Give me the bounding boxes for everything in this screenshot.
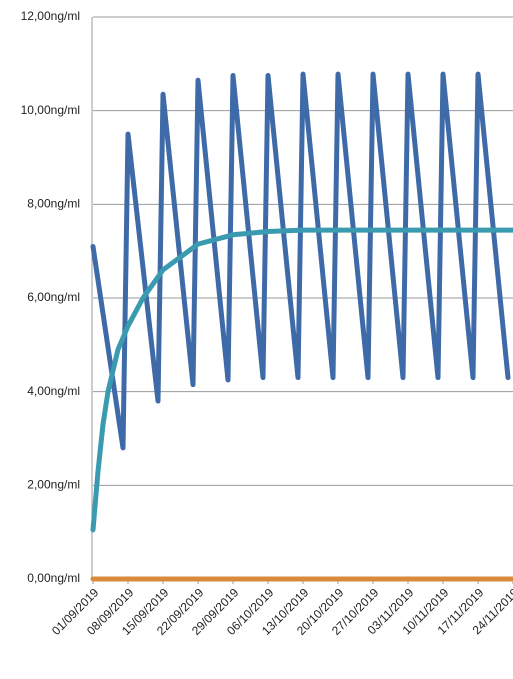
y-tick-label: 8,00ng/ml: [27, 197, 80, 211]
y-tick-label: 12,00ng/ml: [21, 9, 80, 23]
y-tick-label: 4,00ng/ml: [27, 384, 80, 398]
y-tick-label: 6,00ng/ml: [27, 290, 80, 304]
y-tick-label: 2,00ng/ml: [27, 478, 80, 492]
y-tick-label: 10,00ng/ml: [21, 103, 80, 117]
series-line: [90, 71, 511, 451]
series-line: [90, 227, 513, 533]
y-tick-label: 0,00ng/ml: [27, 571, 80, 585]
